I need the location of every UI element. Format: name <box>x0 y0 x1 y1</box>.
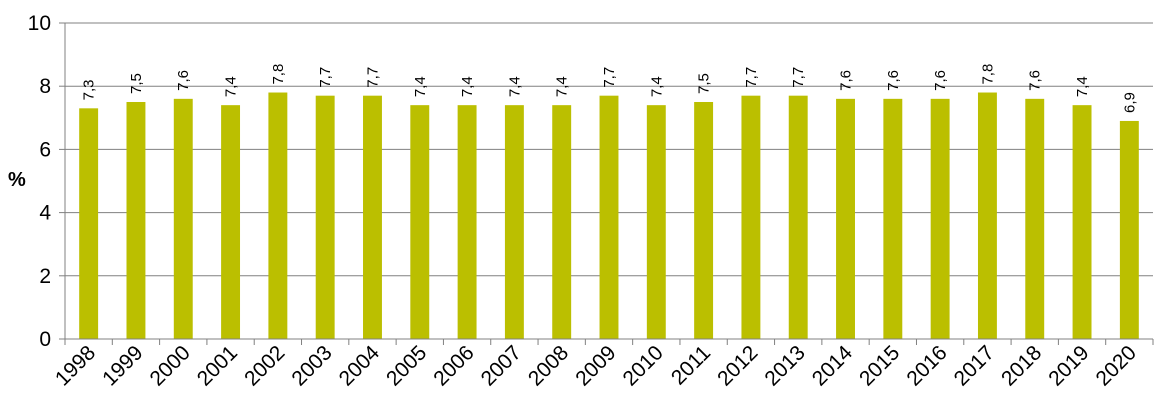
x-tick-label: 2017 <box>950 341 999 390</box>
bar-2007 <box>504 105 524 339</box>
x-tick-label: 2008 <box>524 341 573 390</box>
x-tick-label: 1998 <box>51 341 100 390</box>
x-tick-label: 2012 <box>713 341 762 390</box>
bar-2000 <box>173 98 193 339</box>
data-label: 7,7 <box>317 67 334 88</box>
data-label: 7,7 <box>601 67 618 88</box>
bar-2020 <box>1119 120 1139 340</box>
data-label: 7,7 <box>743 67 760 88</box>
x-tick-label: 2002 <box>240 341 289 390</box>
data-label: 7,5 <box>128 73 145 94</box>
y-tick-label: 10 <box>28 12 51 35</box>
bar-1998 <box>79 108 99 339</box>
data-label: 7,6 <box>838 70 855 91</box>
y-tick-label: 4 <box>39 202 51 225</box>
y-tick-label: 0 <box>39 328 51 351</box>
data-labels: 7,3 7,5 7,6 7,4 7,8 7,7 7,7 7,4 7,4 7,4 7,4 7,7 7,4 7… <box>81 64 1139 113</box>
x-tick-label: 2009 <box>571 341 620 390</box>
data-label: 7,6 <box>1027 70 1044 91</box>
data-label: 7,5 <box>696 73 713 94</box>
y-axis-title: % <box>8 169 26 191</box>
x-tick-label: 2006 <box>429 341 478 390</box>
data-label: 7,6 <box>885 70 902 91</box>
bar-2016 <box>930 98 950 339</box>
x-tick-label: 2001 <box>193 341 242 390</box>
bar-2003 <box>315 95 335 340</box>
bar-2012 <box>741 95 761 340</box>
x-tick-label: 2007 <box>477 341 526 390</box>
bar-2017 <box>977 92 997 340</box>
data-label: 6,9 <box>1121 92 1138 113</box>
x-tick-label: 2018 <box>997 341 1046 390</box>
x-tick-label: 2011 <box>667 341 715 389</box>
data-label: 7,6 <box>932 70 949 91</box>
bar-2009 <box>599 95 619 340</box>
x-tick-label: 2010 <box>619 341 668 390</box>
data-label: 7,4 <box>223 76 240 97</box>
bar-2019 <box>1072 105 1092 339</box>
bar-2005 <box>410 105 430 339</box>
bar-2014 <box>836 98 855 339</box>
bar-1999 <box>126 102 146 339</box>
bar-2002 <box>268 92 288 340</box>
x-tick-label: 1999 <box>98 341 147 390</box>
data-label: 7,6 <box>175 70 192 91</box>
data-label: 7,7 <box>790 67 807 88</box>
bar-2010 <box>646 105 666 339</box>
x-tick-label: 2013 <box>760 341 809 390</box>
bar-2015 <box>883 98 903 339</box>
x-tick-label: 2005 <box>382 341 431 390</box>
data-label: 7,4 <box>459 76 476 97</box>
data-label: 7,4 <box>1074 76 1091 97</box>
bar-2001 <box>221 105 241 339</box>
x-tick-label: 2014 <box>808 341 858 391</box>
data-label: 7,3 <box>81 79 98 100</box>
data-label: 7,7 <box>364 67 381 88</box>
data-label: 7,4 <box>554 76 571 97</box>
y-tick-label: 2 <box>39 265 51 288</box>
y-tick-label: 8 <box>39 75 51 98</box>
bar-2004 <box>363 95 382 340</box>
data-label: 7,8 <box>270 64 287 85</box>
bar-2011 <box>694 102 714 339</box>
data-label: 7,8 <box>979 64 996 85</box>
bar-2018 <box>1025 98 1045 339</box>
bars <box>79 92 1139 340</box>
x-tick-label: 2000 <box>145 341 194 390</box>
bar-2013 <box>788 95 808 340</box>
x-tick-label: 2015 <box>855 341 904 390</box>
bar-2008 <box>552 105 572 339</box>
bar-2006 <box>457 105 477 339</box>
data-label: 7,4 <box>412 76 429 97</box>
x-tick-label: 2016 <box>902 341 951 390</box>
data-label: 7,4 <box>648 76 665 97</box>
data-label: 7,4 <box>506 76 523 97</box>
x-tick-label: 2020 <box>1092 341 1141 390</box>
y-tick-label: 6 <box>39 138 51 161</box>
x-tick-label: 2019 <box>1044 341 1093 390</box>
x-tick-label: 2004 <box>335 341 385 391</box>
x-tick-label: 2003 <box>287 341 336 390</box>
